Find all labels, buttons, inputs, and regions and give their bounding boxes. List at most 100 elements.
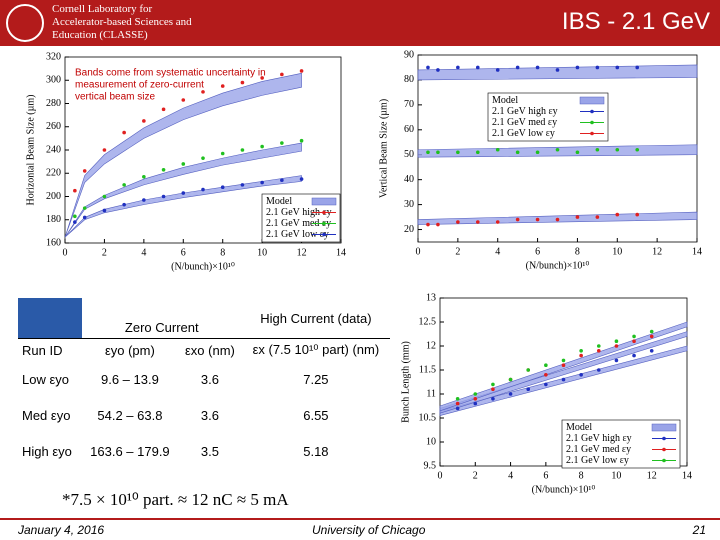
annotation: Bands come from systematic uncertainty i… — [75, 68, 266, 79]
data-point — [508, 392, 513, 396]
data-point — [579, 349, 583, 353]
logo-line: Cornell Laboratory for — [52, 3, 153, 15]
data-point — [615, 212, 620, 217]
data-point — [181, 162, 186, 166]
data-point — [596, 368, 601, 372]
x-tick-label: 6 — [535, 246, 540, 257]
table-row: Med εyo 54.2 – 63.8 3.6 6.55 — [18, 397, 390, 433]
cell: 5.18 — [303, 443, 329, 459]
data-point — [82, 169, 87, 173]
data-point — [595, 215, 600, 219]
footer-date: January 4, 2016 — [18, 523, 105, 537]
cell: 163.6 – 179.9 — [90, 443, 170, 459]
data-point — [475, 65, 480, 70]
data-point — [515, 217, 520, 222]
logo-seal — [6, 4, 44, 42]
data-point — [561, 377, 566, 382]
y-tick-label: 40 — [404, 174, 414, 185]
data-point — [181, 191, 186, 195]
data-point — [280, 178, 284, 183]
x-axis-label: (N/bunch)×10¹⁰ — [171, 261, 235, 272]
data-point — [122, 183, 126, 187]
data-point — [508, 377, 513, 382]
y-tick-label: 160 — [46, 237, 61, 248]
data-point — [260, 144, 264, 149]
cell: 9.6 – 13.9 — [100, 371, 159, 387]
data-point — [495, 220, 500, 224]
legend-marker — [322, 221, 326, 226]
x-tick-label: 8 — [579, 470, 584, 481]
y-tick-label: 80 — [404, 74, 414, 85]
table-row: Low εyo 9.6 – 13.9 3.6 7.25 — [18, 361, 390, 397]
data-point — [649, 349, 654, 353]
legend-marker — [322, 232, 326, 237]
y-tick-label: 13 — [426, 292, 436, 303]
x-tick-label: 2 — [102, 247, 107, 258]
legend-label: 2.1 GeV med εy — [566, 444, 631, 455]
data-point — [614, 339, 619, 344]
data-point — [596, 344, 601, 348]
column-header: εyo (pm) — [104, 342, 155, 358]
data-point — [495, 147, 500, 152]
header-band — [0, 0, 720, 46]
data-point — [142, 174, 146, 179]
legend-marker — [662, 447, 666, 452]
group-header: High Current (data) — [260, 310, 372, 326]
x-tick-label: 14 — [682, 470, 692, 481]
data-point — [220, 151, 225, 156]
cell: 3.6 — [200, 407, 219, 423]
legend-label: Model — [492, 95, 518, 106]
x-tick-label: 8 — [220, 247, 225, 258]
data-point — [280, 141, 284, 145]
data-point — [280, 72, 284, 77]
y-tick-label: 11.5 — [419, 364, 436, 375]
y-tick-label: 280 — [46, 98, 61, 109]
x-tick-label: 2 — [473, 470, 478, 481]
y-tick-label: 12 — [426, 340, 436, 351]
cell: 6.55 — [303, 407, 329, 423]
column-header: Run ID — [22, 342, 63, 358]
corner-cell — [18, 298, 82, 339]
data-point — [455, 406, 460, 411]
data-point — [491, 382, 495, 387]
y-tick-label: 10.5 — [419, 412, 437, 423]
y-tick-label: 240 — [46, 144, 61, 155]
data-point — [614, 358, 619, 363]
x-tick-label: 0 — [416, 246, 421, 257]
legend-swatch — [651, 423, 677, 432]
y-tick-label: 300 — [46, 75, 61, 86]
legend-swatch — [311, 197, 337, 206]
y-tick-label: 30 — [404, 199, 414, 210]
data-point — [491, 387, 495, 392]
x-tick-label: 0 — [63, 247, 68, 258]
data-point — [473, 397, 478, 401]
footer-page: 21 — [692, 523, 706, 537]
logo-text: Cornell Laboratory for Accelerator-based… — [52, 3, 192, 42]
table-row: Zero Current High Current (data) — [18, 298, 390, 339]
y-tick-label: 200 — [46, 191, 61, 202]
data-point — [473, 401, 478, 406]
x-tick-label: 4 — [141, 247, 146, 258]
data-point — [142, 198, 146, 202]
table-row: Run ID εyo (pm) εxo (nm) εx (7.5 10¹⁰ pa… — [18, 338, 390, 362]
data-point — [515, 65, 520, 70]
x-tick-label: 10 — [611, 470, 621, 481]
y-tick-label: 10 — [426, 436, 436, 447]
data-point — [632, 339, 636, 344]
y-tick-label: 20 — [404, 224, 414, 235]
data-point — [475, 220, 480, 224]
data-point — [515, 150, 520, 155]
data-point — [595, 147, 600, 152]
data-point — [649, 334, 654, 339]
data-point — [635, 65, 640, 70]
data-point — [73, 220, 77, 224]
data-point — [575, 65, 580, 70]
data-point — [122, 130, 126, 135]
x-tick-label: 8 — [575, 246, 580, 257]
data-point — [544, 382, 548, 387]
annotation: measurement of zero-current — [75, 80, 204, 91]
data-point — [161, 194, 166, 199]
data-point — [475, 150, 480, 155]
y-tick-label: 260 — [46, 121, 61, 132]
